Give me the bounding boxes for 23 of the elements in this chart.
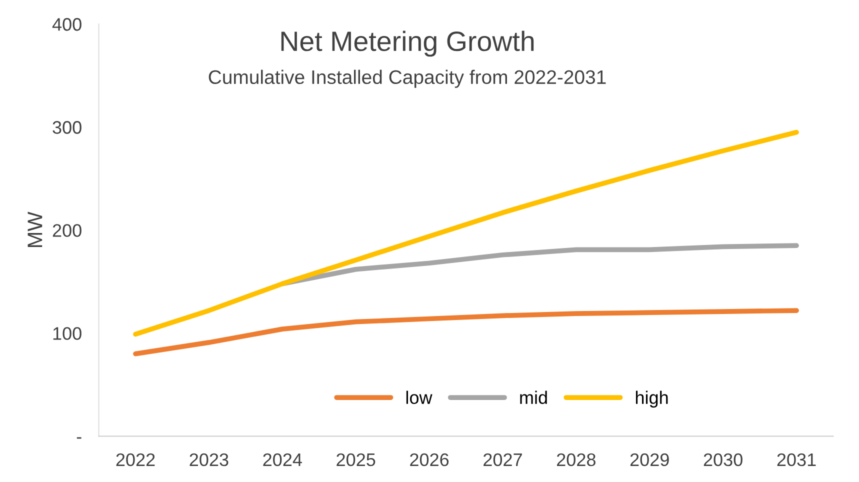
line-series bbox=[133, 130, 799, 337]
y-tick-label: 200 bbox=[52, 224, 82, 237]
x-tick-label: 2031 bbox=[777, 453, 816, 466]
x-tick-label: 2029 bbox=[630, 453, 669, 466]
x-tick-label: 2028 bbox=[557, 453, 596, 466]
x-tick-label: 2026 bbox=[410, 453, 449, 466]
chart-title: Net Metering Growth bbox=[281, 30, 534, 57]
legend-label: mid bbox=[520, 390, 547, 404]
legend-label: high bbox=[636, 390, 668, 408]
y-axis-title: MW bbox=[28, 212, 42, 247]
y-tick-label: - bbox=[76, 437, 82, 439]
x-tick-label: 2024 bbox=[263, 453, 302, 466]
x-tick-label: 2030 bbox=[704, 453, 742, 466]
y-tick-label: 300 bbox=[52, 121, 82, 134]
y-tick-label: 100 bbox=[53, 327, 82, 340]
line-series bbox=[133, 308, 799, 356]
x-tick-label: 2023 bbox=[190, 453, 228, 466]
x-tick-label: 2025 bbox=[336, 453, 376, 466]
x-tick-label: 2027 bbox=[484, 453, 522, 466]
x-tick-label: 2022 bbox=[116, 453, 155, 466]
y-tick-label: 400 bbox=[52, 18, 82, 31]
legend-label: low bbox=[406, 390, 432, 404]
text: Cumulative Installed Capacity from 2022-2031 bbox=[208, 70, 606, 88]
